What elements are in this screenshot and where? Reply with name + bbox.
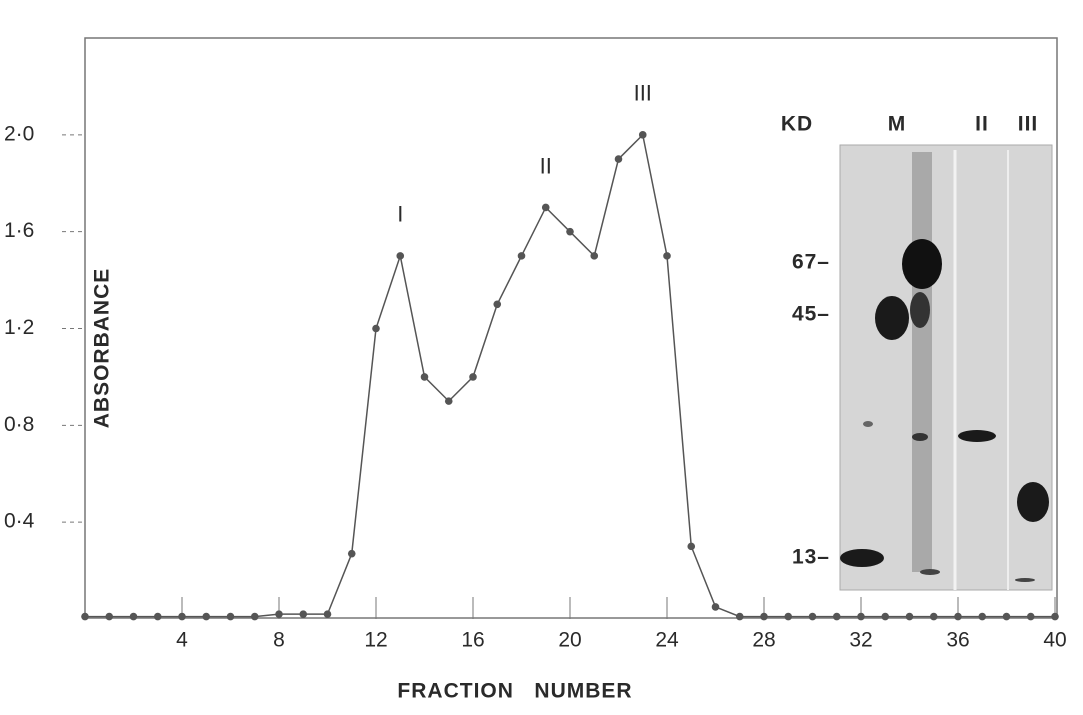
data-point <box>954 612 962 621</box>
gel-lane-label: KD <box>781 113 813 136</box>
x-tick-label: 32 <box>849 629 872 652</box>
gel-frame <box>839 144 1053 591</box>
y-tick-label: 1·6 <box>4 219 34 242</box>
data-point <box>469 373 477 381</box>
data-point <box>735 612 744 621</box>
data-point <box>81 612 89 621</box>
data-point <box>711 603 720 611</box>
gel-marker-label: 67– <box>792 251 830 274</box>
gel-lane-label: M <box>888 113 907 136</box>
x-tick-label: 20 <box>558 629 581 652</box>
data-point <box>372 324 380 333</box>
data-point <box>760 612 768 621</box>
data-point <box>105 612 114 621</box>
gel-smear <box>912 152 932 572</box>
data-point <box>396 252 405 260</box>
data-point <box>857 612 865 621</box>
data-point <box>226 612 235 621</box>
data-point <box>420 373 429 381</box>
y-tick-label: 0·4 <box>4 510 35 533</box>
data-point <box>638 131 647 139</box>
data-point <box>347 549 356 558</box>
data-point <box>541 203 550 212</box>
data-point <box>808 612 817 621</box>
data-point <box>1051 612 1059 621</box>
x-tick-label: 16 <box>461 629 484 652</box>
data-point <box>1002 612 1011 621</box>
data-point <box>129 612 138 621</box>
data-point <box>202 612 211 621</box>
data-point <box>687 542 696 551</box>
y-tick-label: 0·8 <box>4 413 34 436</box>
data-point <box>663 252 671 260</box>
peak-label: II <box>540 153 552 178</box>
data-point <box>153 612 162 621</box>
data-point <box>566 227 574 236</box>
data-point <box>250 612 259 621</box>
gel-lane-label: III <box>1018 113 1039 136</box>
data-point <box>444 397 453 405</box>
y-axis-label: ABSORBANCE <box>91 268 114 429</box>
gel-band <box>910 292 930 328</box>
gel-band <box>1015 578 1035 582</box>
data-point <box>1026 612 1035 621</box>
x-tick-label: 12 <box>364 629 387 652</box>
x-tick-label: 8 <box>273 629 285 652</box>
data-point <box>784 612 793 621</box>
peak-label: III <box>634 81 652 106</box>
gel-marker-label: 45– <box>792 303 830 326</box>
data-point <box>832 612 841 621</box>
gel-band <box>958 430 996 442</box>
y-tick-label: 2·0 <box>4 122 34 145</box>
gel-inset <box>839 144 1053 591</box>
data-point <box>493 300 502 309</box>
data-point <box>590 252 599 260</box>
data-point <box>929 612 938 621</box>
data-point <box>881 612 890 621</box>
plot-frame <box>84 37 1058 619</box>
gel-band <box>902 239 942 289</box>
x-axis-label: FRACTION NUMBER <box>397 680 632 703</box>
x-tick-label: 4 <box>176 629 188 652</box>
x-tick-label: 36 <box>946 629 969 652</box>
gel-band <box>920 569 940 575</box>
data-point <box>323 610 332 618</box>
data-point <box>178 612 186 621</box>
data-point <box>275 610 283 618</box>
x-tick-label: 28 <box>752 629 775 652</box>
x-tick-label: 24 <box>655 629 679 652</box>
data-point <box>978 612 987 621</box>
peak-label: I <box>397 202 403 227</box>
gel-band <box>840 549 884 567</box>
gel-marker-label: 13– <box>792 546 830 569</box>
data-point <box>614 155 623 163</box>
x-tick-label: 40 <box>1043 629 1066 652</box>
gel-band <box>875 296 909 340</box>
data-point <box>905 612 914 621</box>
data-point <box>517 252 526 260</box>
y-tick-label: 1·2 <box>4 316 34 339</box>
gel-band <box>863 421 873 427</box>
gel-lane-label: II <box>975 113 989 136</box>
gel-band <box>1017 482 1049 522</box>
gel-background <box>840 145 1052 590</box>
gel-band <box>912 433 928 441</box>
data-point <box>299 610 308 618</box>
